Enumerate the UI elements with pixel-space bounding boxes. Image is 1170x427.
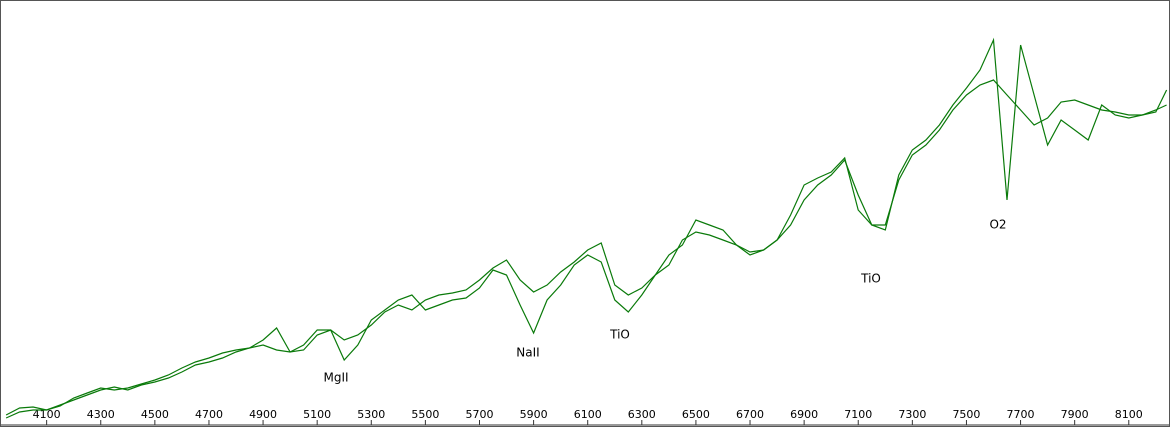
x-tick-label: 6500 — [682, 408, 710, 421]
x-tick-label: 6700 — [736, 408, 764, 421]
x-tick-label: 6900 — [790, 408, 818, 421]
x-tick-label: 7700 — [1007, 408, 1035, 421]
annotation: TiO — [860, 272, 881, 286]
x-tick-label: 5300 — [357, 408, 385, 421]
x-tick-label: 4900 — [249, 408, 277, 421]
x-tick-label: 7500 — [952, 408, 980, 421]
x-tick-label: 4300 — [87, 408, 115, 421]
spectrum-line — [5, 79, 1167, 416]
x-tick-label: 7900 — [1061, 408, 1089, 421]
x-tick-label: 5700 — [465, 408, 493, 421]
annotation: MgII — [323, 371, 348, 385]
spectrum-line — [5, 37, 1168, 419]
x-tick-label: 4700 — [195, 408, 223, 421]
x-tick-label: 7100 — [844, 408, 872, 421]
x-tick-label: 4100 — [33, 408, 61, 421]
annotation: NaII — [516, 346, 539, 360]
x-tick-label: 8100 — [1115, 408, 1143, 421]
x-tick-label: 7300 — [898, 408, 926, 421]
x-tick-label: 6300 — [628, 408, 656, 421]
x-tick-label: 4500 — [141, 408, 169, 421]
x-tick-label: 5500 — [411, 408, 439, 421]
annotation: O2 — [989, 218, 1006, 232]
x-tick-label: 5900 — [520, 408, 548, 421]
x-tick-label: 5100 — [303, 408, 331, 421]
annotation: TiO — [609, 328, 630, 342]
x-tick-label: 6100 — [574, 408, 602, 421]
